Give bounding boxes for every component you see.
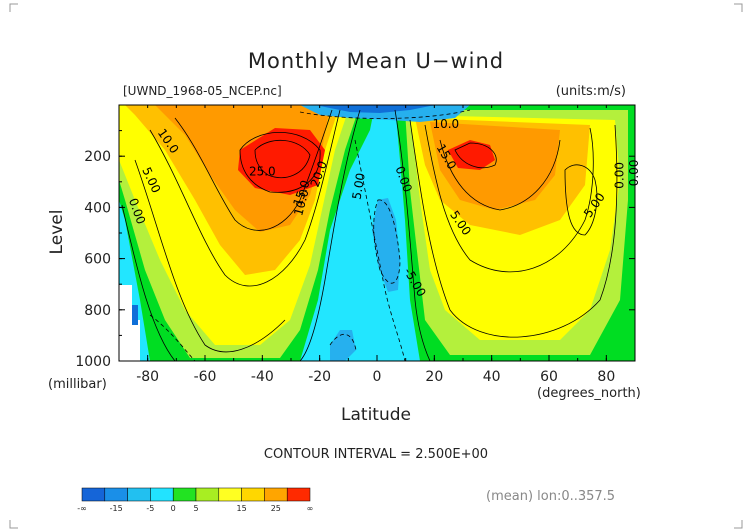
contour-lines (121, 109, 618, 361)
negative-contours (149, 109, 471, 361)
y-tick-label: 200 (84, 149, 111, 165)
contour-label: 10.0 (432, 117, 459, 131)
colorbar-label: -15 (110, 504, 123, 513)
colorbar-swatch (218, 487, 242, 502)
x-axis-label: Latitude (341, 405, 411, 425)
y-unit-label: (millibar) (48, 377, 107, 392)
colorbar-swatch (150, 487, 174, 502)
colorbar-label: 5 (193, 504, 198, 513)
colorbar-swatch (127, 487, 151, 502)
colorbar-swatch (286, 487, 311, 502)
colorbar-label: 15 (237, 504, 247, 513)
colorbar-swatch (104, 487, 128, 502)
footer-note: (mean) lon:0..357.5 (486, 489, 615, 504)
colorbar-label: -5 (146, 504, 154, 513)
field-mask-blue (132, 305, 138, 325)
x-unit-label: (degrees_north) (537, 386, 641, 401)
colorbar-label: 25 (271, 504, 281, 513)
crop-marks (9, 3, 743, 529)
x-axis: -80 -60 -40 -20 0 20 40 60 80 (118, 105, 636, 385)
x-tick-label: -60 (194, 369, 217, 385)
x-tick-label: -80 (136, 369, 159, 385)
colorbar-label: 0 (171, 504, 176, 513)
colorbar-label: ∞ (307, 504, 314, 513)
colorbar-swatch (195, 487, 220, 502)
x-tick-label: -20 (308, 369, 331, 385)
contour-interval: CONTOUR INTERVAL = 2.500E+00 (264, 447, 488, 462)
colorbar-swatch (241, 487, 265, 502)
contour-label: 0.00 (613, 162, 627, 189)
y-tick-label: 800 (84, 303, 111, 319)
contour-label: 10.0 (291, 188, 311, 217)
colorbar-swatch (172, 487, 197, 502)
y-tick-label: 600 (84, 252, 111, 268)
units-label: (units:m/s) (556, 84, 626, 99)
colorbar-swatch (264, 487, 288, 502)
colorbar: -∞ -15 -5 0 5 15 25 ∞ (77, 487, 314, 513)
field-jet-sh (238, 128, 325, 195)
y-axis-label: Level (47, 210, 67, 255)
y-axis: 200 400 600 800 1000 (75, 130, 635, 370)
field-neg-top-strong (315, 105, 440, 113)
contour-label: 25.0 (249, 164, 276, 178)
source-label: [UWND_1968-05_NCEP.nc] (123, 84, 282, 98)
contour-field (119, 105, 635, 361)
colorbar-label: -∞ (77, 504, 87, 513)
contour-label: 5.00 (350, 172, 368, 201)
x-tick-label: 60 (540, 369, 558, 385)
x-tick-label: 20 (425, 369, 443, 385)
x-tick-label: 40 (483, 369, 501, 385)
chart-title: Monthly Mean U−wind (248, 49, 504, 73)
x-tick-label: 0 (373, 369, 382, 385)
x-tick-label: -40 (251, 369, 274, 385)
contour-label: 0.00 (627, 159, 641, 186)
y-tick-label: 400 (84, 200, 111, 216)
colorbar-swatch (81, 487, 106, 502)
x-tick-label: 80 (597, 369, 615, 385)
field-mask (119, 285, 140, 361)
y-tick-label: 1000 (75, 354, 111, 370)
field-neg-eq (372, 198, 400, 292)
